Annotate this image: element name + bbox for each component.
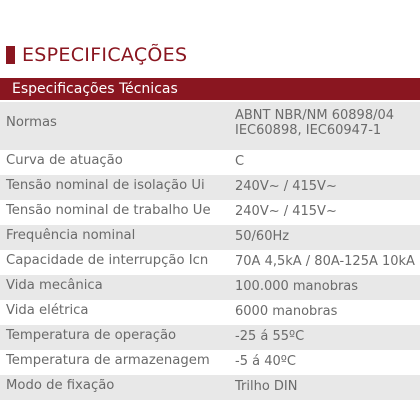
spec-row: Capacidade de interrupção Icn 70A 4,5kA /… <box>0 250 420 275</box>
page-title: ESPECIFICAÇÕES <box>22 44 188 66</box>
page-title-row: ESPECIFICAÇÕES <box>0 42 187 68</box>
spec-value: 240V~ / 415V~ <box>229 200 420 225</box>
spec-row: Curva de atuação C <box>0 150 420 175</box>
specs-table: Normas ABNT NBR/NM 60898/04 IEC60898, IEC6… <box>0 102 420 400</box>
spec-label: Normas <box>0 102 229 150</box>
spec-value: 100.000 manobras <box>229 275 420 300</box>
section-header: Especificações Técnicas <box>0 78 420 100</box>
spec-label: Tensão nominal de trabalho Ue <box>0 200 229 225</box>
spec-row: Vida elétrica 6000 manobras <box>0 300 420 325</box>
spec-row: Vida mecânica 100.000 manobras <box>0 275 420 300</box>
spec-label: Modo de fixação <box>0 375 229 400</box>
spec-row: Temperatura de operação -25 á 55ºC <box>0 325 420 350</box>
spec-label: Capacidade de interrupção Icn <box>0 250 229 275</box>
spec-value-line: 240V~ / 415V~ <box>235 179 337 194</box>
spec-value-line: C <box>235 154 245 169</box>
spec-value: 50/60Hz <box>229 225 420 250</box>
spec-label: Temperatura de operação <box>0 325 229 350</box>
spec-value-line: 240V~ / 415V~ <box>235 204 337 219</box>
spec-value: Trilho DIN <box>229 375 420 400</box>
spec-value-line: 100.000 manobras <box>235 279 359 294</box>
spec-label: Vida mecânica <box>0 275 229 300</box>
spec-row: Tensão nominal de trabalho Ue 240V~ / 415… <box>0 200 420 225</box>
spec-label: Vida elétrica <box>0 300 229 325</box>
spec-value: 6000 manobras <box>229 300 420 325</box>
spec-row: Tensão nominal de isolação Ui 240V~ / 415… <box>0 175 420 200</box>
spec-label: Frequência nominal <box>0 225 229 250</box>
title-marker <box>6 46 15 64</box>
spec-value-line: Trilho DIN <box>235 379 298 394</box>
spec-label: Temperatura de armazenagem <box>0 350 229 375</box>
spec-value-line: 50/60Hz <box>235 229 290 244</box>
spec-value-line: ABNT NBR/NM 60898/04 <box>235 108 395 123</box>
spec-label: Tensão nominal de isolação Ui <box>0 175 229 200</box>
spec-label: Curva de atuação <box>0 150 229 175</box>
spec-value-line: 70A 4,5kA / 80A-125A 10kA <box>235 254 415 269</box>
spec-value: -25 á 55ºC <box>229 325 420 350</box>
spec-value-line: -5 á 40ºC <box>235 354 296 369</box>
spec-value: -5 á 40ºC <box>229 350 420 375</box>
spec-value-line: -25 á 55ºC <box>235 329 305 344</box>
spec-row: Modo de fixação Trilho DIN <box>0 375 420 400</box>
spec-value: 240V~ / 415V~ <box>229 175 420 200</box>
spec-value-line: IEC60898, IEC60947-1 <box>235 123 382 138</box>
spec-value: C <box>229 150 420 175</box>
spec-value: ABNT NBR/NM 60898/04 IEC60898, IEC60947-1 <box>229 102 420 150</box>
spec-value: 70A 4,5kA / 80A-125A 10kA <box>229 250 420 275</box>
spec-row: Normas ABNT NBR/NM 60898/04 IEC60898, IEC6… <box>0 102 420 150</box>
spec-row: Frequência nominal 50/60Hz <box>0 225 420 250</box>
spec-row: Temperatura de armazenagem -5 á 40ºC <box>0 350 420 375</box>
spec-value-line: 6000 manobras <box>235 304 338 319</box>
